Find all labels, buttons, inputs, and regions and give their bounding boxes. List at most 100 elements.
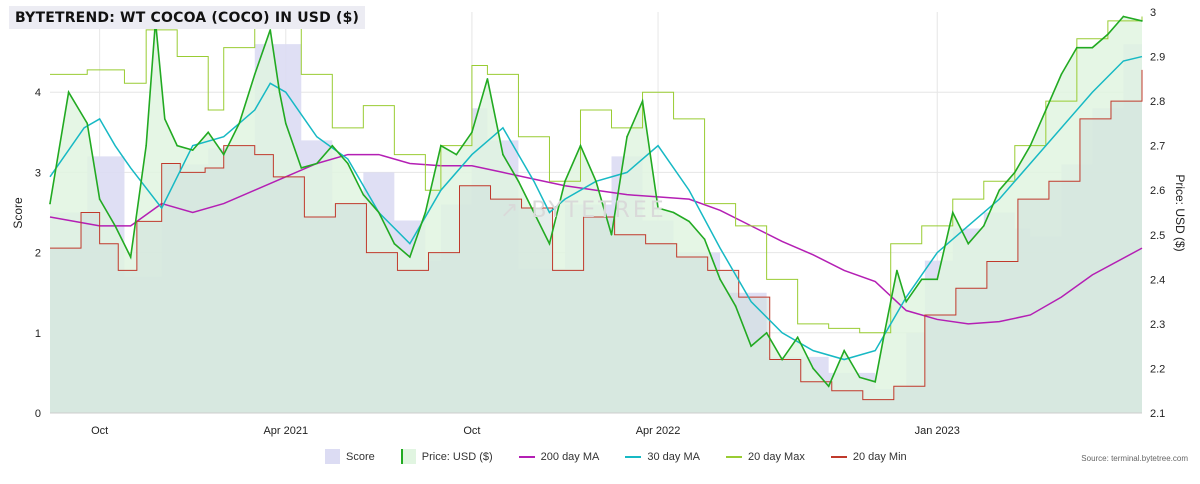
- price-point: [284, 122, 287, 125]
- legend-label: Score: [346, 450, 375, 463]
- price-point: [409, 256, 411, 258]
- legend-item[interactable]: 200 day MA: [518, 450, 600, 463]
- legend-swatch: [400, 449, 416, 464]
- legend-swatch: [518, 455, 535, 458]
- price-point: [883, 332, 886, 334]
- legend-item[interactable]: 20 day Max: [725, 450, 805, 463]
- price-point: [517, 180, 520, 183]
- y-right-tick-label: 2.1: [1150, 408, 1165, 420]
- price-point: [874, 381, 877, 383]
- price-point: [86, 122, 89, 125]
- price-point: [548, 242, 551, 245]
- legend-item[interactable]: Score: [325, 449, 375, 464]
- price-point: [533, 211, 535, 214]
- watermark-logo: ↗ BYTETREE: [500, 198, 667, 223]
- price-point: [362, 193, 365, 196]
- y-right-tick-label: 2.4: [1150, 274, 1165, 286]
- price-point: [269, 29, 272, 31]
- price-point: [300, 167, 303, 169]
- ma200-line: [49, 153, 1143, 325]
- price-point: [238, 122, 241, 125]
- price-point: [253, 73, 256, 76]
- price-point: [1091, 46, 1094, 49]
- legend-item[interactable]: 20 day Min: [830, 450, 907, 463]
- legend-label: 200 day MA: [540, 450, 600, 463]
- price-point: [1076, 46, 1078, 49]
- y-left-tick-label: 1: [35, 328, 41, 340]
- price-point: [1122, 15, 1125, 18]
- x-tick-label: Oct: [463, 425, 480, 437]
- price-point: [1045, 109, 1047, 111]
- y-left-tick-label: 2: [35, 248, 41, 260]
- price-point: [920, 278, 923, 281]
- max20-line: [50, 16, 1143, 334]
- price-point: [843, 349, 845, 352]
- legend-label: 20 day Max: [747, 450, 805, 463]
- price-point: [719, 278, 721, 281]
- price-point: [191, 149, 194, 151]
- ma30-line: [49, 55, 1143, 361]
- y-left-axis-title: Score: [11, 197, 25, 229]
- legend-swatch: [830, 455, 847, 458]
- price-point: [455, 153, 458, 156]
- y-right-tick-label: 2.5: [1150, 230, 1165, 242]
- price-point: [672, 211, 675, 214]
- legend-swatch: [325, 449, 340, 464]
- price-point: [176, 144, 178, 147]
- x-tick-label: Apr 2022: [636, 425, 681, 437]
- price-point: [222, 153, 225, 156]
- price-point: [688, 220, 690, 223]
- y-left-tick-label: 3: [35, 167, 41, 179]
- legend-label: 30 day MA: [647, 450, 700, 463]
- price-point: [471, 131, 473, 134]
- legend-item[interactable]: 30 day MA: [625, 451, 700, 463]
- price-point: [858, 376, 861, 379]
- price-point: [610, 233, 613, 236]
- price-point: [393, 242, 396, 245]
- price-point: [440, 144, 442, 147]
- price-point: [905, 300, 908, 303]
- legend-swatch: [625, 455, 642, 458]
- y-left-tick-label: 0: [35, 408, 41, 420]
- min20-line: [50, 69, 1143, 401]
- price-point: [936, 278, 939, 281]
- y-right-tick-label: 3: [1150, 7, 1156, 19]
- plot-area: [49, 12, 1143, 413]
- price-point: [278, 91, 281, 93]
- price-point: [1029, 144, 1032, 147]
- price-point: [595, 180, 597, 183]
- price-point: [1141, 20, 1143, 22]
- price-point: [951, 211, 954, 214]
- source-credit: Source: terminal.bytetree.com: [1081, 454, 1188, 463]
- chart-title: BYTETREND: WT COCOA (COCO) IN USD ($): [9, 6, 366, 29]
- legend-label: 20 day Min: [852, 450, 907, 463]
- price-point: [564, 180, 566, 183]
- overlap-area: [50, 69, 1142, 413]
- price-point: [347, 162, 349, 165]
- price-point: [145, 144, 147, 147]
- price-point: [49, 202, 51, 205]
- price-point: [827, 385, 830, 388]
- price-point: [424, 211, 427, 214]
- price-point: [163, 118, 166, 120]
- legend-label: Price: USD ($): [421, 450, 493, 463]
- y-right-tick-label: 2.2: [1150, 363, 1165, 375]
- y-left-tick-label: 4: [35, 87, 41, 99]
- price-point: [734, 305, 737, 307]
- y-right-tick-label: 2.6: [1150, 185, 1165, 197]
- price-point: [129, 256, 132, 258]
- y-right-axis-title: Price: USD ($): [1173, 174, 1187, 251]
- y-right-tick-label: 2.8: [1150, 96, 1165, 108]
- price-point: [486, 78, 489, 80]
- x-tick-label: Jan 2023: [915, 425, 960, 437]
- price-point: [967, 242, 970, 245]
- y-right-tick-label: 2.7: [1150, 141, 1165, 153]
- price-point: [703, 238, 706, 241]
- x-tick-label: Apr 2021: [263, 425, 308, 437]
- price-point: [207, 131, 210, 134]
- price-point: [67, 91, 70, 93]
- y-right-tick-label: 2.9: [1150, 52, 1165, 64]
- legend-item[interactable]: Price: USD ($): [400, 449, 493, 464]
- price-point: [641, 100, 644, 102]
- price-point: [1014, 171, 1016, 174]
